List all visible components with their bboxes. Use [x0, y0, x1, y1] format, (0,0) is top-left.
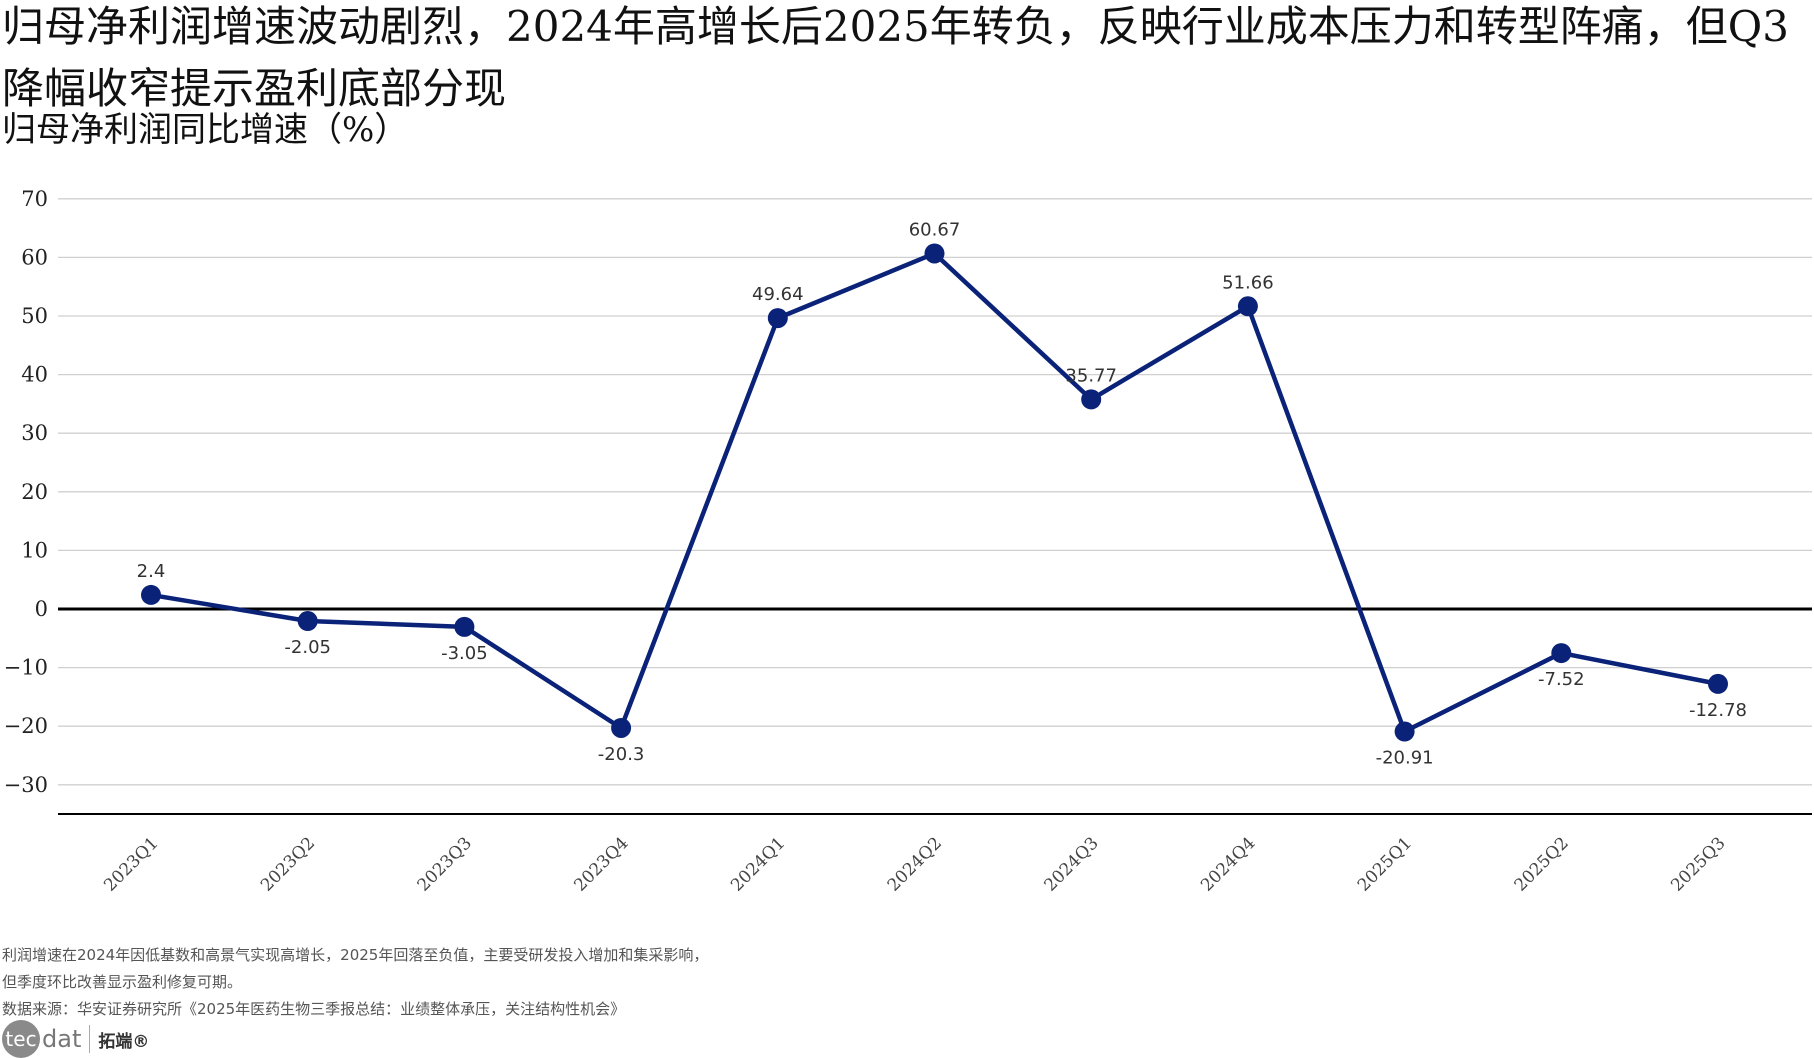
data-point — [1708, 673, 1728, 694]
y-tick-label: 60 — [21, 245, 48, 269]
x-tick-label: 2025Q2 — [1511, 833, 1573, 895]
data-point — [1081, 389, 1102, 410]
y-tick-label: 10 — [21, 538, 48, 562]
data-label: -7.52 — [1538, 669, 1585, 690]
data-label: 35.77 — [1065, 365, 1117, 386]
data-label: -3.05 — [441, 643, 488, 664]
x-tick-label: 2024Q4 — [1197, 833, 1259, 895]
data-label: -20.91 — [1376, 748, 1434, 769]
data-point — [1237, 296, 1258, 317]
data-point — [924, 243, 945, 264]
y-tick-label: −20 — [4, 714, 48, 738]
tecdat-logo: tec dat 拓端® — [2, 1020, 149, 1058]
data-point — [611, 717, 632, 738]
data-point — [1551, 643, 1572, 664]
data-label: 60.67 — [909, 219, 961, 240]
y-tick-label: −30 — [4, 773, 48, 797]
y-tick-label: −10 — [4, 656, 48, 680]
data-label: 49.64 — [752, 284, 804, 305]
footer-source: 数据来源：华安证券研究所《2025年医药生物三季报总结：业绩整体承压，关注结构性… — [2, 1000, 626, 1018]
x-tick-label: 2023Q3 — [414, 833, 476, 895]
footer: 利润增速在2024年因低基数和高景气实现高增长，2025年回落至负值，主要受研发… — [2, 942, 708, 1023]
y-tick-label: 70 — [21, 187, 48, 211]
footer-note-line2: 但季度环比改善显示盈利修复可期。 — [2, 973, 243, 991]
data-label: -2.05 — [284, 637, 331, 658]
x-tick-label: 2024Q3 — [1040, 833, 1102, 895]
y-axis-label: 归母净利润同比增速（%） — [2, 110, 409, 150]
data-label: 2.4 — [137, 561, 166, 582]
y-tick-label: 50 — [21, 304, 48, 328]
logo-cn: 拓端® — [98, 1031, 150, 1052]
y-tick-label: 30 — [21, 421, 48, 445]
x-tick-label: 2024Q1 — [727, 833, 789, 895]
logo-divider — [89, 1025, 91, 1053]
data-label: -20.3 — [598, 744, 645, 765]
x-tick-label: 2023Q4 — [570, 833, 632, 895]
data-point — [767, 308, 788, 329]
data-point — [454, 616, 475, 637]
data-label: -12.78 — [1689, 700, 1747, 721]
data-point — [141, 584, 161, 605]
series-line — [150, 251, 1719, 734]
data-label: 51.66 — [1222, 272, 1274, 293]
data-point — [1394, 721, 1415, 742]
chart-title: 归母净利润增速波动剧烈，2024年高增长后2025年转负，反映行业成本压力和转型… — [2, 2, 1789, 113]
logo-text: dat — [42, 1025, 82, 1053]
data-point — [297, 611, 318, 632]
x-tick-label: 2023Q2 — [257, 833, 319, 895]
x-tick-label: 2025Q1 — [1354, 833, 1416, 895]
x-tick-label: 2023Q1 — [100, 833, 162, 895]
y-tick-label: 40 — [21, 363, 48, 387]
footer-note-line1: 利润增速在2024年因低基数和高景气实现高增长，2025年回落至负值，主要受研发… — [2, 946, 709, 964]
x-tick-label: 2025Q3 — [1667, 833, 1729, 895]
y-tick-label: 20 — [21, 480, 48, 504]
y-tick-label: 0 — [35, 597, 48, 621]
x-tick-label: 2024Q2 — [884, 833, 946, 895]
logo-mark: tec — [2, 1020, 40, 1058]
